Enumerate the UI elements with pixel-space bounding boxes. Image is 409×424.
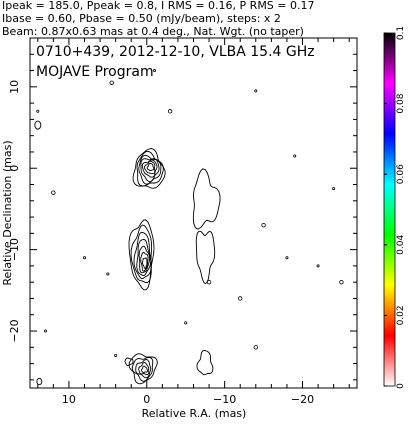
noise-contour xyxy=(285,256,289,260)
y-axis-label: Relative Declination (mas) xyxy=(1,140,14,285)
y-tick-label: −20 xyxy=(8,319,21,342)
contour-lobe xyxy=(138,362,150,376)
noise-contour xyxy=(44,329,48,333)
colorbar-tick-label: 0.08 xyxy=(396,93,406,113)
colorbar-tick-label: 0.02 xyxy=(396,305,406,325)
contour-core xyxy=(136,150,164,187)
colorbar-tick-label: 0.1 xyxy=(396,26,406,40)
noise-contour xyxy=(114,353,118,357)
contour-core xyxy=(140,158,160,183)
contour-polarized xyxy=(192,168,221,230)
colorbar-tick-label: 0.04 xyxy=(396,235,406,255)
y-tick-label: 10 xyxy=(8,80,21,94)
header-line-3: Beam: 0.87x0.63 mas at 0.4 deg., Nat. Wg… xyxy=(2,25,304,38)
x-tick-label: −20 xyxy=(291,393,314,406)
contour-core xyxy=(141,159,158,178)
contour-polarized xyxy=(195,230,216,285)
contour-jet xyxy=(140,251,149,272)
y-tick-label: 0 xyxy=(8,165,21,172)
x-axis-label: Relative R.A. (mas) xyxy=(142,407,247,420)
contour-core xyxy=(132,148,166,189)
contour-jet xyxy=(133,231,152,279)
contour-west-knot xyxy=(34,120,42,130)
contour-core xyxy=(144,160,156,175)
axis-ticks: 10 0 −10 −20 10 0 −10 −20 xyxy=(8,37,357,406)
noise-contour xyxy=(293,154,297,158)
noise-contour xyxy=(253,345,258,350)
colorbar-tick-label: 0 xyxy=(396,383,406,389)
contour-jet xyxy=(128,219,155,291)
y-tick-label: −10 xyxy=(8,238,21,261)
x-tick-label: −10 xyxy=(213,393,236,406)
contour-jet xyxy=(136,239,152,276)
colorbar: 0 0.02 0.04 0.06 0.08 0.1 xyxy=(383,26,406,389)
noise-contour xyxy=(261,223,266,228)
x-tick-label: 10 xyxy=(62,393,76,406)
chart-subtitle: MOJAVE Program xyxy=(36,64,154,80)
noise-contour xyxy=(206,279,212,285)
contour-polarized xyxy=(196,349,214,376)
noise-contour xyxy=(167,109,173,114)
contour-core xyxy=(146,163,155,171)
beam-ellipse xyxy=(36,377,43,386)
noise-contour xyxy=(184,321,188,325)
noise-contour xyxy=(316,264,320,268)
noise-contour xyxy=(153,69,157,73)
colorbar-bar xyxy=(383,32,396,387)
noise-contour xyxy=(109,80,114,85)
contour-lobe xyxy=(131,356,154,382)
noise-contour xyxy=(36,109,40,113)
noise-contour xyxy=(332,187,336,191)
contour-layer xyxy=(34,69,344,386)
noise-contour xyxy=(51,190,56,195)
contour-lobe xyxy=(135,359,152,379)
x-tick-label: 0 xyxy=(143,393,150,406)
header-line-1: Ipeak = 185.0, Ppeak = 0.8, I RMS = 0.16… xyxy=(2,0,315,12)
noise-contour xyxy=(106,272,110,276)
contour-lobe xyxy=(128,353,158,385)
contour-jet xyxy=(142,257,148,269)
contour-lobe xyxy=(141,365,148,374)
noise-contour xyxy=(254,89,258,93)
contour-lobe-knot xyxy=(124,357,134,367)
noise-contour xyxy=(339,279,344,285)
noise-contour xyxy=(83,256,87,260)
contour-core xyxy=(138,154,162,185)
noise-contour xyxy=(238,296,243,301)
header-line-2: Ibase = 0.60, Pbase = 0.50 (mJy/beam), s… xyxy=(2,12,281,25)
contour-jet xyxy=(138,245,151,274)
chart-title: 0710+439, 2012-12-10, VLBA 15.4 GHz xyxy=(36,44,315,60)
contour-jet xyxy=(130,224,153,284)
colorbar-tick-label: 0.06 xyxy=(396,164,406,184)
